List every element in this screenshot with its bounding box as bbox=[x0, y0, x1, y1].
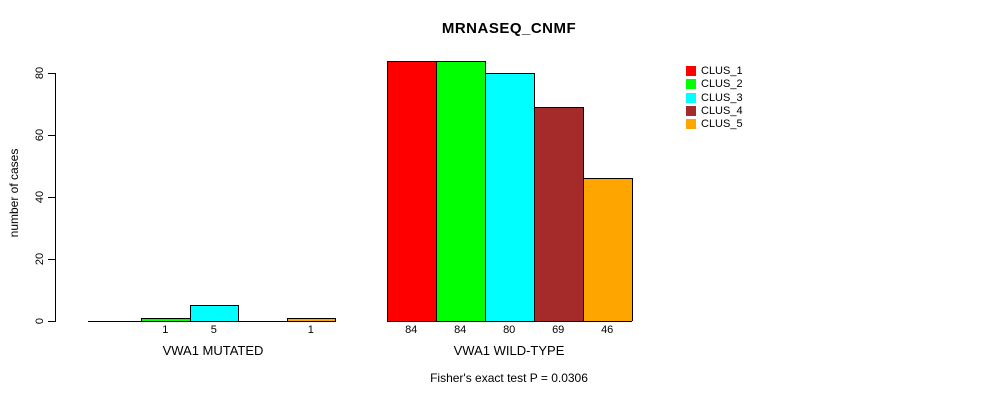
legend-label: CLUS_3 bbox=[701, 92, 743, 104]
y-axis-tick bbox=[48, 135, 55, 136]
x-axis-baseline bbox=[386, 321, 632, 322]
legend-item-clus_5: CLUS_5 bbox=[686, 118, 743, 130]
legend-swatch bbox=[686, 93, 696, 103]
legend-label: CLUS_5 bbox=[701, 118, 743, 130]
group-label-mutated: VWA1 MUTATED bbox=[162, 343, 264, 358]
bar-clus_2-group1 bbox=[141, 318, 191, 321]
y-axis-tick-label: 60 bbox=[34, 128, 46, 142]
y-axis-tick bbox=[48, 259, 55, 260]
legend-item-clus_2: CLUS_2 bbox=[686, 78, 743, 90]
bar-value-label: 46 bbox=[601, 324, 614, 336]
legend: CLUS_1 CLUS_2 CLUS_3 CLUS_4 CLUS_5 bbox=[686, 66, 776, 136]
y-axis-tick-label: 0 bbox=[34, 317, 46, 325]
stat-annotation: Fisher's exact test P = 0.0306 bbox=[430, 371, 588, 385]
y-axis-tick bbox=[48, 197, 55, 198]
bar-value-label: 80 bbox=[503, 324, 516, 336]
y-axis-tick-label: 20 bbox=[34, 252, 46, 266]
bar-value-label: 84 bbox=[454, 324, 467, 336]
y-axis-tick-label: 40 bbox=[34, 190, 46, 204]
bar-value-label: 69 bbox=[552, 324, 565, 336]
bar-clus_4-group2 bbox=[533, 107, 584, 321]
legend-item-clus_3: CLUS_3 bbox=[686, 92, 743, 104]
legend-label: CLUS_2 bbox=[701, 78, 743, 90]
chart-title: MRNASEQ_CNMF bbox=[441, 20, 577, 37]
legend-label: CLUS_1 bbox=[701, 65, 743, 77]
bar-value-label: 5 bbox=[210, 324, 217, 336]
bar-clus_3-group1 bbox=[189, 305, 239, 321]
x-axis-baseline bbox=[88, 321, 336, 322]
bar-clus_5-group2 bbox=[582, 178, 633, 321]
legend-swatch bbox=[686, 79, 696, 89]
bar-value-label: 84 bbox=[405, 324, 418, 336]
y-axis-tick bbox=[48, 73, 55, 74]
bar-clus_1-group2 bbox=[386, 61, 437, 321]
y-axis-line bbox=[55, 73, 56, 322]
legend-swatch bbox=[686, 66, 696, 76]
bar-value-label: 1 bbox=[307, 324, 314, 336]
group-label-wild-type: VWA1 WILD-TYPE bbox=[453, 343, 565, 358]
bar-clus_5-group1 bbox=[286, 318, 336, 321]
y-axis-tick-label: 80 bbox=[34, 66, 46, 80]
bar-clus_3-group2 bbox=[484, 73, 535, 321]
y-axis-tick bbox=[48, 321, 55, 322]
y-axis-label: number of cases bbox=[7, 148, 21, 238]
legend-item-clus_1: CLUS_1 bbox=[686, 65, 743, 77]
legend-swatch bbox=[686, 106, 696, 116]
legend-label: CLUS_4 bbox=[701, 105, 743, 117]
legend-item-clus_4: CLUS_4 bbox=[686, 105, 743, 117]
legend-swatch bbox=[686, 119, 696, 129]
bar-value-label: 1 bbox=[162, 324, 169, 336]
bar-clus_2-group2 bbox=[435, 61, 486, 321]
